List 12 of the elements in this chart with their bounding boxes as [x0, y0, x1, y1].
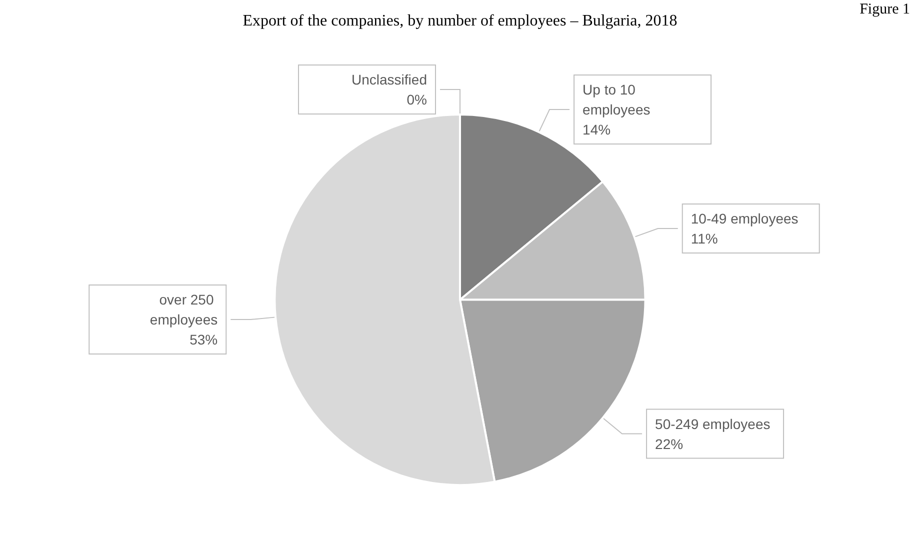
data-label: 14%	[582, 121, 611, 138]
text: 0%	[406, 91, 427, 108]
slice-label: over 250 employees	[150, 292, 218, 328]
slice-label: 50-249 employees	[655, 416, 770, 432]
data-label: 22%	[655, 436, 684, 452]
category-label: Unclassified	[352, 71, 427, 88]
chart-title: Export of the companies, by number of employees – Bulgaria, 2018	[242, 12, 678, 30]
caption: Figure 1	[860, 2, 910, 18]
slice-label: Up to 10 employees	[582, 81, 650, 118]
slice-label: 10-49 employees	[690, 210, 798, 227]
data-label: 53%	[190, 332, 218, 348]
data-label: 11%	[690, 230, 718, 247]
